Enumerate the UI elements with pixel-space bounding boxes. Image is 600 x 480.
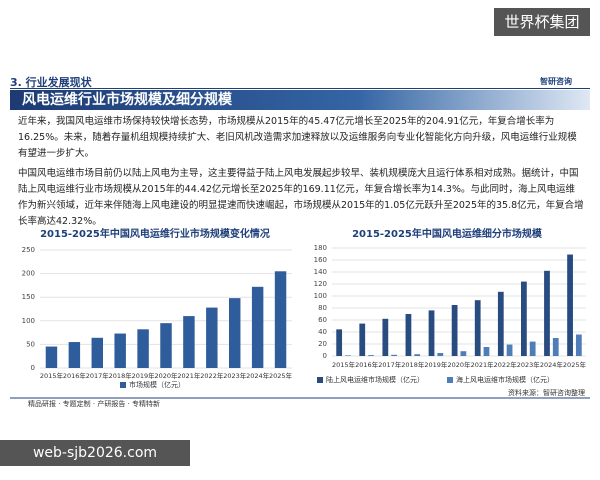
bar — [68, 342, 81, 368]
y-tick-label: 180 — [314, 244, 327, 252]
bar — [474, 300, 481, 356]
watermark: web-sjb2026.com — [0, 440, 190, 466]
bar — [336, 329, 343, 356]
x-tick-label: 2017年 — [378, 360, 402, 369]
bar — [274, 271, 287, 368]
y-tick-label: 0 — [323, 352, 327, 360]
footer: 精品研报 · 专题定制 · 产研报告 · 专精特新 — [28, 399, 160, 408]
legend-label: 市场规模（亿元） — [129, 380, 185, 389]
y-tick-label: 160 — [314, 256, 327, 264]
bar — [345, 355, 351, 356]
bar — [382, 318, 389, 356]
bar — [460, 351, 467, 356]
bar — [428, 310, 435, 356]
y-tick-label: 20 — [318, 340, 327, 348]
bar — [451, 305, 458, 356]
x-tick-label: 2015年 — [332, 360, 356, 369]
chart-title: 2015-2025年中国风电运维细分市场规模 — [352, 227, 543, 240]
bar — [414, 354, 421, 356]
x-tick-label: 2017年 — [86, 371, 110, 380]
bar — [137, 329, 149, 368]
x-tick-label: 2019年 — [424, 360, 448, 369]
legend-swatch — [447, 377, 453, 383]
y-tick-label: 150 — [22, 293, 35, 301]
x-tick-label: 2021年 — [177, 371, 201, 380]
bar — [529, 341, 536, 356]
bar — [91, 337, 103, 368]
x-tick-label: 2025年 — [563, 360, 587, 369]
x-tick-label: 2024年 — [540, 360, 564, 369]
x-tick-label: 2024年 — [246, 371, 270, 380]
bar — [483, 347, 490, 356]
y-tick-label: 250 — [22, 246, 35, 254]
y-tick-label: 100 — [314, 292, 327, 300]
legend-label: 海上风电运维市场规模（亿元） — [456, 375, 554, 384]
watermark: 世界杯集团 — [494, 8, 590, 36]
bar — [497, 291, 504, 356]
bar — [359, 323, 366, 356]
x-tick-label: 2016年 — [63, 371, 87, 380]
x-tick-label: 2021年 — [471, 360, 495, 369]
x-tick-label: 2025年 — [269, 371, 293, 380]
bar — [391, 354, 397, 356]
x-tick-label: 2016年 — [355, 360, 379, 369]
title: 风电运维行业市场规模及细分规模 — [22, 92, 232, 108]
y-tick-label: 60 — [318, 316, 327, 324]
x-tick-label: 2020年 — [447, 360, 471, 369]
bar — [521, 281, 527, 356]
y-tick-label: 50 — [26, 340, 35, 348]
y-tick-label: 40 — [318, 328, 327, 336]
paragraph: 近年来，我国风电运维市场保持较快增长态势，市场规模从2015年的45.47亿元增… — [18, 116, 577, 159]
x-tick-label: 2023年 — [517, 360, 541, 369]
y-tick-label: 0 — [31, 364, 35, 372]
x-tick-label: 2020年 — [154, 371, 178, 380]
x-tick-label: 2023年 — [223, 371, 247, 380]
title-bar — [10, 90, 590, 110]
y-tick-label: 200 — [22, 270, 35, 278]
y-tick-label: 140 — [314, 268, 327, 276]
bar — [183, 316, 195, 368]
source: 资料来源：智研咨询整理 — [508, 388, 585, 397]
x-tick-label: 2018年 — [109, 371, 133, 380]
bar — [45, 346, 58, 368]
legend-label: 陆上风电运维市场规模（亿元） — [326, 375, 424, 384]
logo: 智研咨询 — [540, 77, 572, 86]
bar — [437, 353, 444, 356]
bar — [506, 344, 513, 356]
x-tick-label: 2019年 — [132, 371, 156, 380]
x-tick-label: 2022年 — [494, 360, 518, 369]
x-tick-label: 2015年 — [40, 371, 64, 380]
y-tick-label: 100 — [22, 317, 35, 325]
section-label: 3. 行业发展现状 — [10, 76, 92, 89]
x-tick-label: 2018年 — [401, 360, 425, 369]
legend-swatch — [120, 382, 126, 388]
bar — [160, 323, 172, 368]
bar — [229, 298, 241, 368]
paragraph: 中国风电运维市场目前仍以陆上风电为主导，这主要得益于陆上风电发展起步较早、装机规… — [18, 168, 584, 227]
chart-title: 2015-2025年中国风电运维行业市场规模变化情况 — [40, 227, 270, 240]
bar — [114, 333, 126, 368]
bar — [251, 286, 264, 368]
bar — [552, 338, 559, 356]
legend-swatch — [317, 377, 323, 383]
bar — [368, 355, 374, 356]
divider — [10, 88, 590, 89]
y-tick-label: 120 — [314, 280, 327, 288]
bar — [544, 270, 550, 356]
bar — [567, 254, 573, 356]
x-tick-label: 2022年 — [200, 371, 224, 380]
y-tick-label: 80 — [318, 304, 327, 312]
bar — [575, 334, 582, 356]
bar — [405, 314, 412, 356]
bar — [206, 307, 218, 368]
